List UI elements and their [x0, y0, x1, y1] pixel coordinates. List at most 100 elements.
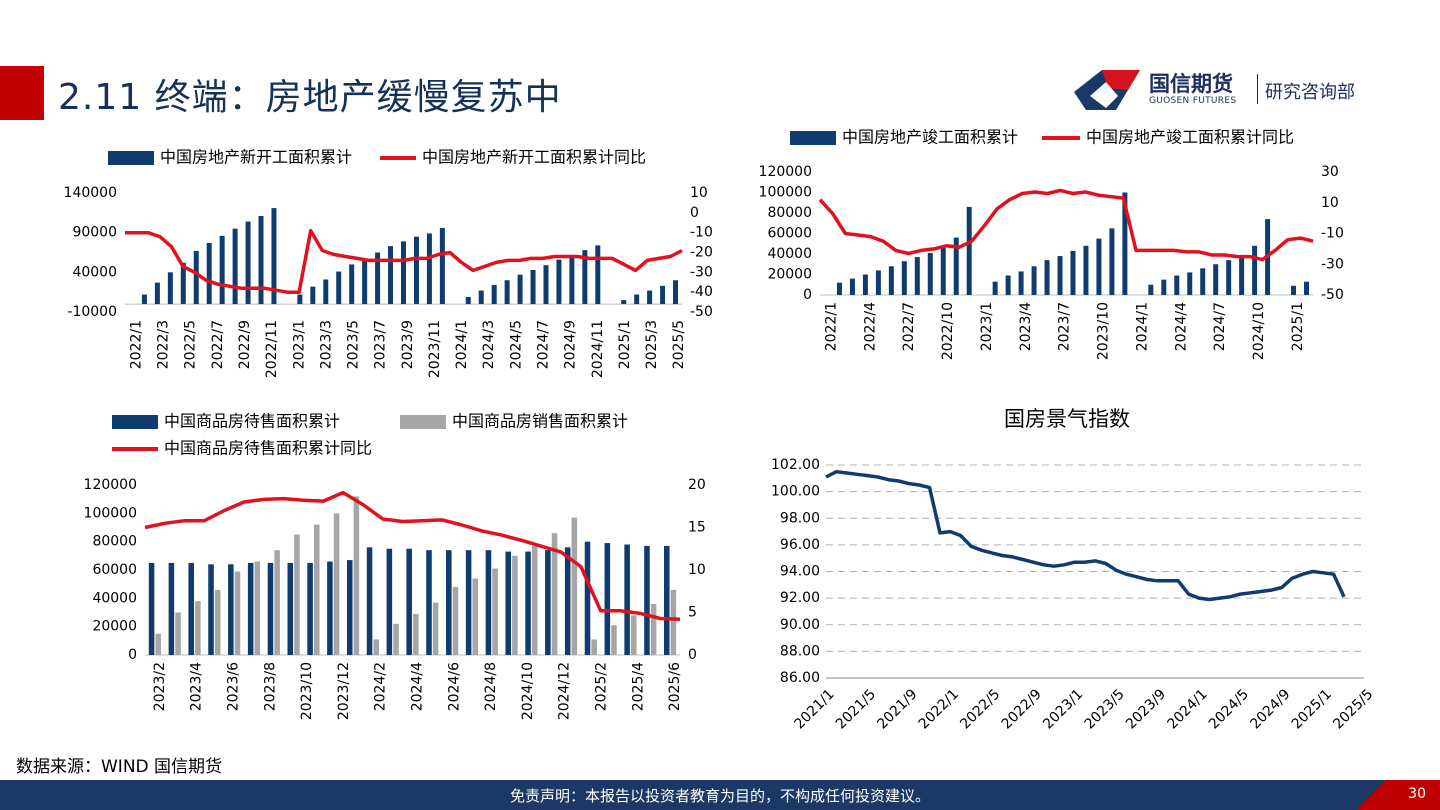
y2-tick-label: -30	[690, 264, 713, 280]
bar	[582, 250, 588, 305]
bar	[1148, 284, 1154, 295]
x-tick-label: 2022/5	[957, 686, 1003, 732]
y2-tick-label: 15	[688, 520, 706, 536]
bar-secondary	[155, 633, 162, 655]
x-tick-label: 2022/7	[901, 302, 917, 351]
disclaimer: 免责声明：本报告以投资者教育为目的，不构成任何投资建议。	[509, 787, 930, 805]
legend-label: 中国房地产新开工面积累计	[160, 148, 352, 167]
bar	[426, 233, 432, 305]
bar	[386, 548, 393, 655]
bar	[375, 252, 381, 305]
bar	[446, 550, 452, 655]
x-tick-label: 2024/10	[1251, 302, 1267, 360]
bar	[141, 294, 147, 305]
y-tick-label: 80000	[92, 534, 137, 550]
x-tick-label: 2023/1	[979, 302, 995, 351]
bar	[966, 206, 972, 295]
y-tick-label: 98.00	[780, 510, 820, 526]
bar	[1239, 255, 1245, 295]
legend-swatch	[112, 415, 158, 429]
bar	[836, 282, 842, 295]
x-tick-label: 2025/1	[1290, 302, 1306, 351]
x-tick-label: 2022/7	[210, 320, 226, 369]
x-tick-label: 2024/11	[590, 320, 606, 378]
bar	[247, 562, 254, 655]
y-tick-label: 40000	[72, 264, 117, 280]
bar-secondary	[373, 639, 379, 655]
x-tick-label: 2024/9	[563, 320, 579, 369]
bar-secondary	[313, 524, 320, 655]
y-tick-label: 96.00	[780, 537, 820, 553]
x-tick-label: 2022/1	[823, 302, 839, 351]
y-tick-label: 90.00	[780, 617, 820, 633]
x-tick-label: 2024/1	[1134, 302, 1150, 351]
bar	[1200, 268, 1206, 295]
bar	[148, 562, 155, 655]
x-tick-label: 2023/2	[152, 662, 168, 711]
bar	[644, 545, 650, 655]
legend-swatch	[790, 131, 836, 145]
x-tick-label: 2021/1	[792, 686, 838, 732]
x-tick-label: 2023/5	[1082, 686, 1128, 732]
chart-3	[112, 415, 681, 656]
bar-secondary	[214, 589, 221, 655]
x-tick-label: 2023/12	[336, 662, 352, 720]
bar	[154, 282, 160, 305]
bar	[901, 261, 907, 295]
bar	[180, 262, 186, 305]
logo-english-name: GUOSEN FUTURES	[1149, 96, 1237, 106]
bar	[349, 264, 355, 305]
bar	[1122, 192, 1128, 295]
bar	[992, 281, 998, 295]
legend-label: 中国商品房待售面积累计	[164, 412, 340, 431]
bar	[556, 259, 562, 305]
bar	[927, 252, 933, 295]
bar-secondary	[254, 561, 261, 655]
bar-secondary	[432, 602, 439, 655]
bar	[206, 242, 212, 305]
bar-secondary	[670, 589, 677, 655]
bar	[219, 235, 225, 305]
x-tick-label: 2022/1	[128, 320, 144, 369]
logo-divider	[1257, 74, 1258, 104]
y2-tick-label: 10	[688, 562, 706, 578]
bar	[569, 254, 575, 305]
x-tick-label: 2024/1	[454, 320, 470, 369]
bar	[604, 543, 611, 655]
y-tick-label: -10000	[67, 304, 117, 320]
y-tick-label: 92.00	[780, 590, 820, 606]
bar	[366, 547, 373, 655]
y-tick-label: 100000	[759, 185, 812, 201]
y2-tick-label: -10	[1321, 226, 1344, 242]
bar	[1018, 271, 1024, 295]
bar	[1213, 264, 1219, 295]
x-tick-label: 2024/5	[508, 320, 524, 369]
x-tick-label: 2025/1	[1289, 686, 1335, 732]
bar-secondary	[234, 571, 241, 655]
y-tick-label: 100.00	[771, 484, 820, 500]
bar	[478, 290, 484, 305]
bar	[188, 562, 194, 655]
department-name: 研究咨询部	[1265, 82, 1355, 103]
x-tick-label: 2021/9	[874, 686, 920, 732]
bar-secondary	[611, 625, 617, 655]
y-tick-label: 100000	[84, 505, 137, 521]
x-tick-label: 2024/1	[1164, 686, 1210, 732]
bar	[545, 550, 551, 655]
x-tick-label: 2023/10	[299, 662, 315, 720]
y-tick-label: 90000	[72, 225, 117, 241]
x-tick-label: 2024/3	[481, 320, 497, 369]
x-tick-label: 2025/3	[644, 320, 660, 369]
bar	[1187, 272, 1193, 295]
x-tick-label: 2023/5	[346, 320, 362, 369]
bar-secondary	[195, 601, 201, 655]
bar	[401, 241, 406, 305]
bar	[595, 245, 601, 305]
y-tick-label: 120000	[759, 164, 812, 180]
y2-tick-label: -20	[690, 245, 713, 261]
bar	[505, 551, 512, 655]
bar	[465, 296, 471, 305]
bar	[1005, 275, 1011, 295]
y-tick-label: 40000	[92, 590, 137, 606]
bar	[271, 208, 277, 305]
